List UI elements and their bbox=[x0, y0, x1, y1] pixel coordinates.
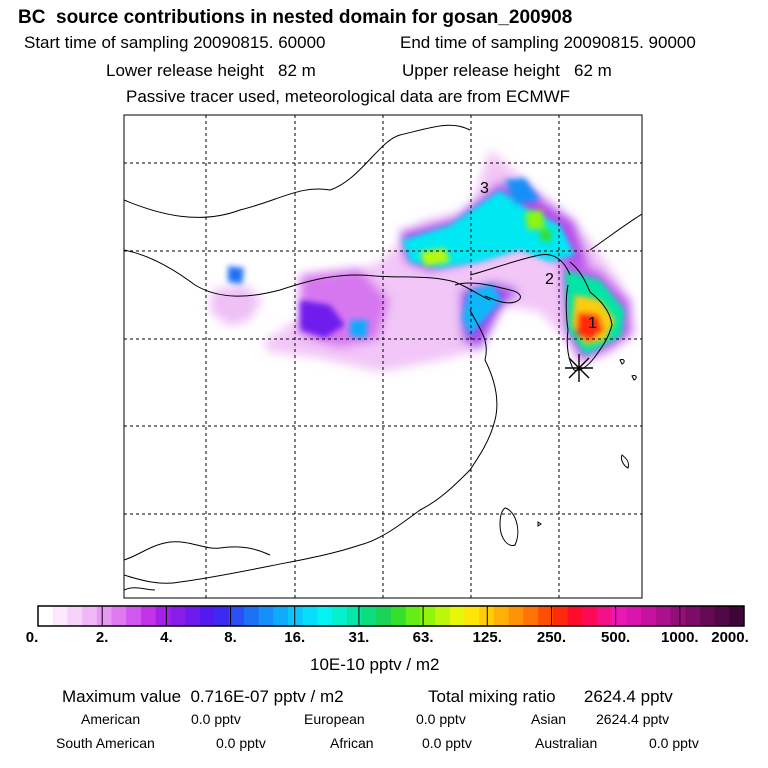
source-value-asian: 2624.4 pptv bbox=[596, 711, 670, 727]
source-value-south-american: 0.0 pptv bbox=[216, 735, 266, 751]
colorbar-tick-label: 2. bbox=[95, 629, 109, 646]
source-name-asian: Asian bbox=[531, 711, 567, 727]
colorbar-cell bbox=[273, 606, 289, 626]
colorbar bbox=[37, 605, 745, 627]
colorbar-cell bbox=[596, 606, 613, 626]
source-name-european: European bbox=[304, 711, 365, 727]
colorbar-cell bbox=[508, 606, 524, 626]
total-mixing-ratio-label: Total mixing ratio 2624.4 pptv bbox=[428, 687, 673, 706]
colorbar-tick-label: 4. bbox=[160, 629, 173, 646]
concentration-map: 1 2 3 bbox=[123, 114, 643, 599]
source-name-south-american: South American bbox=[56, 735, 155, 751]
map-title: BC source contributions in nested domain… bbox=[18, 7, 573, 28]
map-frame bbox=[123, 114, 643, 599]
coastline bbox=[124, 124, 642, 591]
colorbar-cell bbox=[229, 606, 245, 626]
marker-1: 1 bbox=[588, 315, 597, 332]
colorbar-cell bbox=[111, 606, 127, 626]
colorbar-cell bbox=[170, 606, 186, 626]
colorbar-cell bbox=[317, 606, 333, 626]
colorbar-cell bbox=[641, 606, 657, 626]
source-name-australian: Australian bbox=[535, 735, 598, 751]
marker-2: 2 bbox=[545, 271, 554, 288]
source-value-american: 0.0 pptv bbox=[191, 711, 241, 727]
colorbar-cell bbox=[670, 606, 686, 626]
colorbar-cell bbox=[52, 606, 68, 626]
colorbar-cell bbox=[714, 606, 730, 626]
source-value-australian: 0.0 pptv bbox=[649, 735, 699, 751]
colorbar-cell bbox=[243, 606, 260, 626]
colorbar-cell bbox=[96, 606, 113, 626]
colorbar-tick-label: 2000. bbox=[711, 629, 749, 646]
max-value-label: Maximum value 0.716E-07 pptv / m2 bbox=[62, 687, 344, 706]
lat-lon-grid bbox=[124, 115, 642, 598]
colorbar-cell bbox=[567, 606, 583, 626]
source-value-european: 0.0 pptv bbox=[416, 711, 466, 727]
lower-release-label: Lower release height 82 m bbox=[106, 61, 316, 80]
colorbar-tick-label: 0. bbox=[25, 629, 39, 646]
colorbar-cell bbox=[288, 606, 304, 626]
colorbar-unit-label: 10E-10 pptv / m2 bbox=[310, 655, 440, 674]
source-name-american: American bbox=[81, 711, 141, 727]
colorbar-cell bbox=[493, 606, 510, 626]
colorbar-cell bbox=[67, 606, 83, 626]
colorbar-cell bbox=[155, 606, 171, 626]
colorbar-cell bbox=[302, 606, 318, 626]
colorbar-tick-label: 500. bbox=[601, 629, 631, 646]
source-value-african: 0.0 pptv bbox=[422, 735, 472, 751]
colorbar-cell bbox=[464, 606, 480, 626]
colorbar-tick-label: 250. bbox=[536, 629, 567, 646]
colorbar-cell bbox=[626, 606, 642, 626]
colorbar-tick-label: 31. bbox=[348, 629, 370, 646]
colorbar-cell bbox=[140, 606, 157, 626]
colorbar-cell bbox=[405, 606, 421, 626]
colorbar-tick-label: 8. bbox=[224, 629, 237, 646]
colorbar-cell bbox=[346, 606, 363, 626]
end-time-label: End time of sampling 20090815. 90000 bbox=[400, 33, 696, 52]
colorbar-cell bbox=[391, 606, 407, 626]
star-cross-icon bbox=[565, 354, 593, 382]
meteorology-note: Passive tracer used, meteorological data… bbox=[126, 87, 571, 106]
colorbar-cell bbox=[38, 606, 54, 626]
colorbar-cell bbox=[258, 606, 274, 626]
colorbar-cell bbox=[538, 606, 554, 626]
colorbar-cell bbox=[435, 606, 451, 626]
source-name-african: African bbox=[330, 735, 374, 751]
colorbar-cell bbox=[199, 606, 215, 626]
colorbar-cell bbox=[82, 606, 98, 626]
colorbar-cell bbox=[685, 606, 701, 626]
colorbar-cell bbox=[582, 606, 598, 626]
colorbar-cell bbox=[611, 606, 627, 626]
colorbar-cell bbox=[376, 606, 392, 626]
colorbar-tick-label: 63. bbox=[412, 629, 434, 646]
colorbar-tick-label: 1000. bbox=[661, 629, 699, 646]
colorbar-cell bbox=[361, 606, 377, 626]
colorbar-cell bbox=[449, 606, 466, 626]
colorbar-cell bbox=[420, 606, 436, 626]
marker-3: 3 bbox=[480, 180, 489, 197]
colorbar-cell bbox=[729, 606, 745, 626]
colorbar-cell bbox=[214, 606, 230, 626]
colorbar-cell bbox=[126, 606, 142, 626]
upper-release-label: Upper release height 62 m bbox=[402, 61, 612, 80]
colorbar-tick-label: 125. bbox=[472, 629, 502, 646]
colorbar-cell bbox=[699, 606, 716, 626]
colorbar-cell bbox=[523, 606, 539, 626]
colorbar-tick-label: 16. bbox=[284, 629, 306, 646]
colorbar-cell bbox=[552, 606, 568, 626]
colorbar-cell bbox=[332, 606, 348, 626]
colorbar-cell bbox=[655, 606, 671, 626]
colorbar-cell bbox=[185, 606, 201, 626]
start-time-label: Start time of sampling 20090815. 60000 bbox=[24, 33, 326, 52]
